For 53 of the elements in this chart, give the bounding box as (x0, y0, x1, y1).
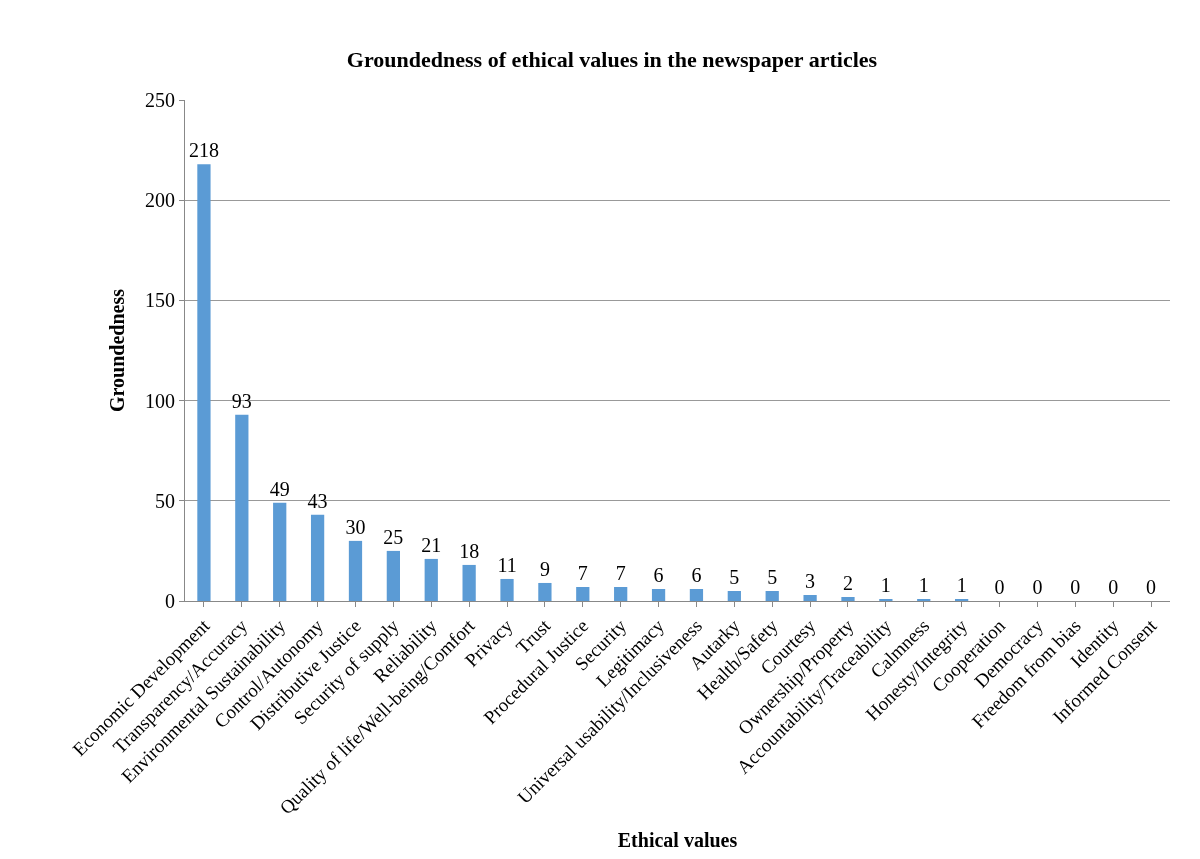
bar (651, 588, 666, 601)
bar (576, 586, 590, 601)
bar (424, 558, 438, 601)
bar (727, 590, 741, 601)
data-label: 1 (918, 574, 929, 596)
x-axis-title: Ethical values (617, 828, 738, 851)
data-label: 6 (691, 563, 702, 586)
data-label: 2 (842, 571, 853, 594)
data-label: 9 (539, 557, 550, 580)
bar (273, 502, 287, 601)
data-label: 21 (421, 533, 442, 556)
data-label: 93 (231, 389, 252, 412)
data-label: 11 (497, 553, 517, 576)
bar (765, 590, 779, 601)
data-label: 5 (767, 565, 778, 588)
data-label: 7 (577, 561, 588, 584)
bar (197, 164, 211, 601)
bar (462, 564, 476, 601)
bar (386, 550, 400, 601)
y-tick-label: 200 (145, 189, 175, 212)
y-tick-label: 100 (145, 389, 175, 412)
data-label: 49 (269, 477, 290, 500)
data-label: 7 (615, 561, 626, 584)
y-tick-label: 0 (165, 590, 175, 612)
y-tick-label: 150 (145, 289, 175, 312)
bar (500, 578, 514, 601)
data-label: 0 (994, 576, 1005, 598)
data-label: 18 (459, 539, 480, 562)
bar (235, 414, 249, 601)
data-label: 43 (307, 489, 328, 512)
data-label: 0 (1108, 576, 1119, 598)
data-label: 5 (729, 565, 740, 588)
bar (310, 514, 325, 601)
data-label: 1 (956, 574, 967, 596)
data-label: 0 (1146, 576, 1157, 598)
data-label: 30 (345, 515, 366, 538)
data-label: 3 (805, 569, 816, 592)
bar (614, 586, 628, 601)
data-label: 1 (880, 574, 891, 596)
y-tick-label: 50 (155, 489, 175, 512)
data-label: 25 (383, 525, 404, 548)
bar (689, 588, 704, 601)
bar (348, 540, 363, 601)
data-label: 0 (1070, 576, 1081, 598)
data-label: 6 (653, 563, 664, 586)
y-axis-title: Groundedness (105, 288, 128, 413)
chart-title: Groundedness of ethical values in the newspaper articles (346, 46, 878, 72)
data-label: 218 (188, 139, 219, 162)
data-label: 0 (1032, 576, 1043, 598)
bar (841, 596, 855, 601)
bar (803, 594, 817, 601)
bar (538, 582, 552, 601)
y-tick-label: 250 (145, 89, 175, 111)
